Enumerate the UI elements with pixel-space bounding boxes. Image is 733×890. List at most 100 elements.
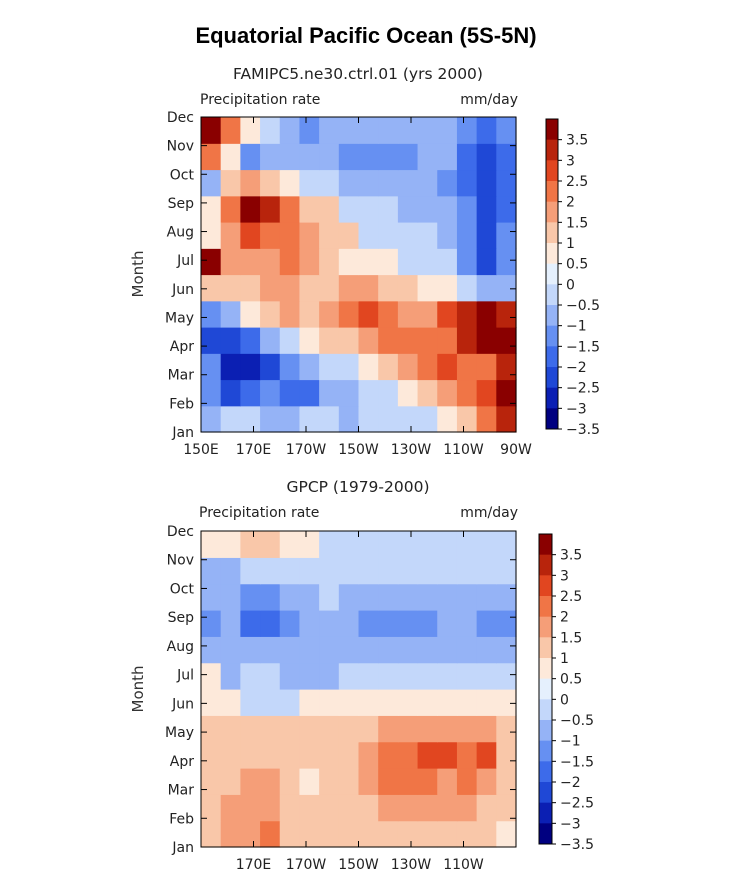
panel-model-cell (378, 143, 399, 171)
panel-model-y-tick-label: Oct (170, 167, 195, 183)
panel-obs-cell (201, 636, 222, 664)
panel-model-x-tick-label: 150E (183, 442, 219, 458)
panel-model-colorbar-swatch (546, 222, 558, 244)
panel-model-cell (319, 300, 340, 328)
panel-model-units-label: mm/day (460, 92, 518, 108)
panel-model-cell (299, 117, 320, 144)
panel-model: FAMIPC5.ne30.ctrl.01 (yrs 2000) Precipit… (129, 65, 600, 458)
panel-obs-cell (240, 610, 261, 637)
panel-model-cell (338, 248, 360, 276)
panel-model-colorbar-swatch (546, 139, 558, 161)
panel-model-cell (220, 405, 241, 433)
panel-obs-cell (279, 741, 301, 769)
panel-model-cell (299, 405, 320, 433)
panel-obs-colorbar-swatch (539, 554, 552, 576)
panel-obs-cell (260, 715, 281, 743)
panel-model-cell (417, 117, 438, 144)
panel-obs-y-tick-label: May (165, 725, 194, 741)
panel-model-cell (397, 117, 419, 144)
panel-obs-cell (240, 531, 261, 558)
panel-model-cell (456, 353, 478, 381)
panel-obs-y-tick-label: Apr (170, 754, 194, 770)
panel-model-cell (437, 300, 458, 328)
panel-model-cell (476, 222, 497, 249)
panel-model-cell (201, 405, 222, 433)
main-title: Equatorial Pacific Ocean (5S-5N) (195, 23, 536, 48)
panel-obs-cell (358, 610, 379, 637)
panel-model-cell (358, 222, 379, 249)
panel-model-cell (279, 405, 301, 433)
panel-model-cell (496, 300, 517, 328)
panel-model-colorbar-swatch (546, 119, 558, 141)
panel-model-x-tick-label: 130W (391, 442, 432, 458)
panel-obs-x-tick-label: 110W (443, 857, 484, 873)
panel-model-cell (299, 274, 320, 302)
panel-obs-colorbar-label: 2 (560, 610, 569, 626)
panel-model-cell (319, 405, 340, 433)
panel-model-cell (240, 353, 261, 381)
panel-obs-cell (437, 531, 458, 558)
panel-model-colorbar-label: 2 (566, 195, 575, 211)
panel-model-cell (476, 274, 497, 302)
panel-obs-cell (338, 610, 360, 637)
panel-obs-cell (496, 557, 517, 585)
panel-obs-cell (358, 715, 379, 743)
panel-obs-cell (417, 583, 438, 611)
panel-model-cell (378, 222, 399, 249)
panel-obs-cell (299, 689, 320, 716)
panel-model-cell (437, 379, 458, 407)
panel-model-cell (358, 405, 379, 433)
panel-obs-cell (240, 662, 261, 690)
panel-model-x-tick-label: 170W (286, 442, 327, 458)
panel-obs-colorbar-label: −3 (560, 816, 581, 832)
panel-obs-cell (496, 610, 517, 637)
panel-obs-cell (279, 794, 301, 822)
panel-model-cell (279, 143, 301, 171)
panel-obs-colorbar-swatch (539, 575, 552, 597)
panel-model-cell (260, 195, 281, 223)
panel-model-cell (437, 327, 458, 354)
panel-model-colorbar-swatch (546, 243, 558, 265)
panel-obs-cell (338, 768, 360, 795)
panel-model-cell (378, 353, 399, 381)
panel-model-cell (397, 222, 419, 249)
panel-obs-cell (437, 662, 458, 690)
panel-model-cell (338, 143, 360, 171)
panel-model-cell (319, 195, 340, 223)
panel-obs-cell (437, 820, 458, 848)
panel-model-cell (201, 248, 222, 276)
panel-model-colorbar-label: −1.5 (566, 339, 600, 355)
panel-obs-cell (476, 662, 497, 690)
panel-model-cell (201, 143, 222, 171)
panel-model-y-tick-label: Aug (167, 225, 194, 241)
panel-model-cell (338, 405, 360, 433)
panel-model-cell (358, 117, 379, 144)
panel-obs-cell (417, 610, 438, 637)
panel-obs-cell (496, 768, 517, 795)
panel-obs-cell (358, 741, 379, 769)
panel-model-y-tick-label: Jun (171, 282, 194, 298)
panel-obs-cell (220, 636, 241, 664)
panel-obs-cell (496, 583, 517, 611)
panel-obs-variable-label: Precipitation rate (199, 505, 319, 521)
panel-obs-colorbar-swatch (539, 802, 552, 824)
panel-obs-cell (220, 531, 241, 558)
panel-obs-cell (397, 636, 419, 664)
panel-model-cell (279, 222, 301, 249)
panel-model-cell (358, 274, 379, 302)
panel-obs-cell (279, 557, 301, 585)
panel-obs-cell (456, 662, 478, 690)
panel-obs-cell (397, 820, 419, 848)
panel-model-cell (476, 300, 497, 328)
panel-obs-y-tick-label: Nov (167, 553, 194, 569)
panel-obs-cell (358, 583, 379, 611)
panel-obs-cell (201, 768, 222, 795)
panel-model-cell (240, 195, 261, 223)
panel-obs-cell (358, 820, 379, 848)
panel-model-cell (220, 248, 241, 276)
panel-model-cell (220, 327, 241, 354)
panel-obs-cell (437, 768, 458, 795)
panel-obs-cell (456, 557, 478, 585)
panel-model-cell (240, 300, 261, 328)
panel-obs-colorbar-label: 2.5 (560, 589, 582, 605)
